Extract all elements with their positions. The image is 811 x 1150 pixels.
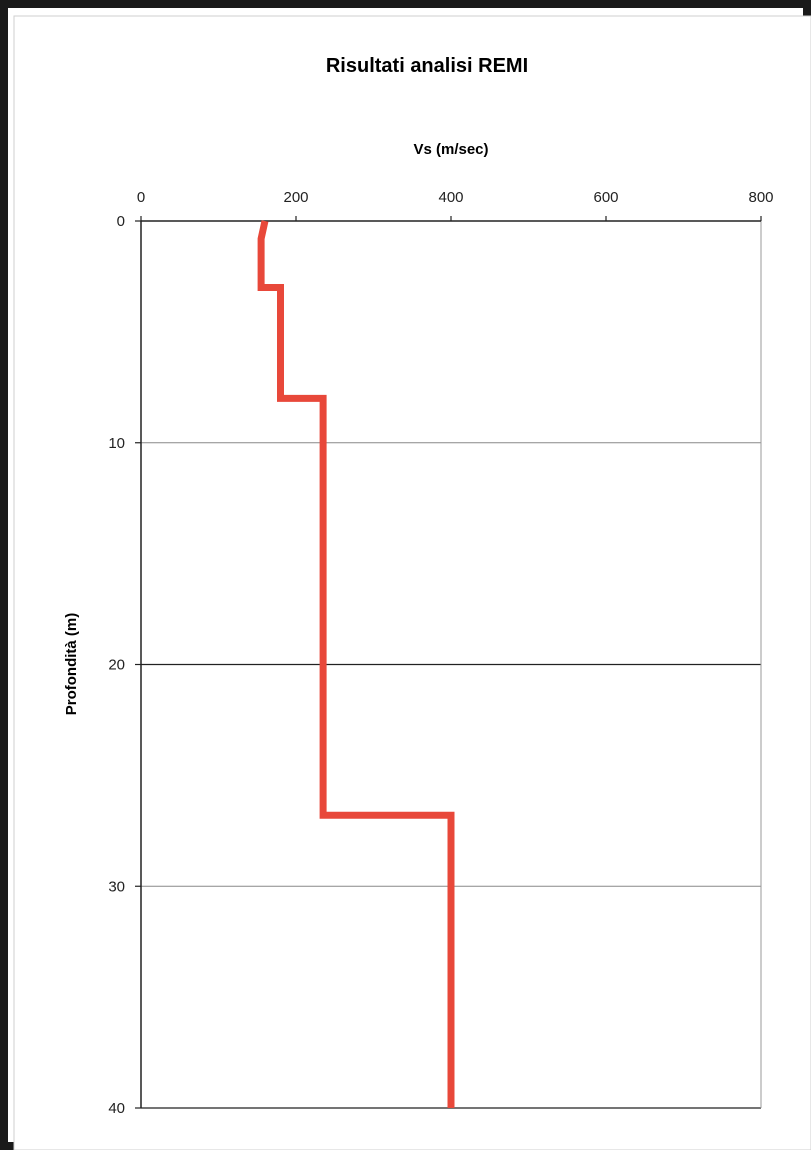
inner-border bbox=[13, 15, 811, 1150]
y-tick-label: 20 bbox=[108, 657, 125, 674]
x-tick-label: 400 bbox=[438, 189, 463, 206]
x-tick-label: 200 bbox=[283, 189, 308, 206]
y-tick-label: 10 bbox=[108, 435, 125, 452]
y-tick-label: 0 bbox=[117, 213, 125, 230]
y-axis-label: Profondità (m) bbox=[63, 613, 80, 716]
x-tick-label: 800 bbox=[748, 189, 773, 206]
x-tick-label: 0 bbox=[137, 189, 145, 206]
series-line-vs-profile bbox=[257, 220, 455, 1108]
x-tick-label: 600 bbox=[593, 189, 618, 206]
y-tick-label: 30 bbox=[108, 878, 125, 895]
y-tick-label: 40 bbox=[108, 1100, 125, 1117]
plot-area: 0 200 400 600 800 0 10 20 30 40 bbox=[108, 189, 773, 1117]
x-axis-label: Vs (m/sec) bbox=[413, 141, 488, 158]
chart-title: Risultati analisi REMI bbox=[326, 55, 528, 77]
